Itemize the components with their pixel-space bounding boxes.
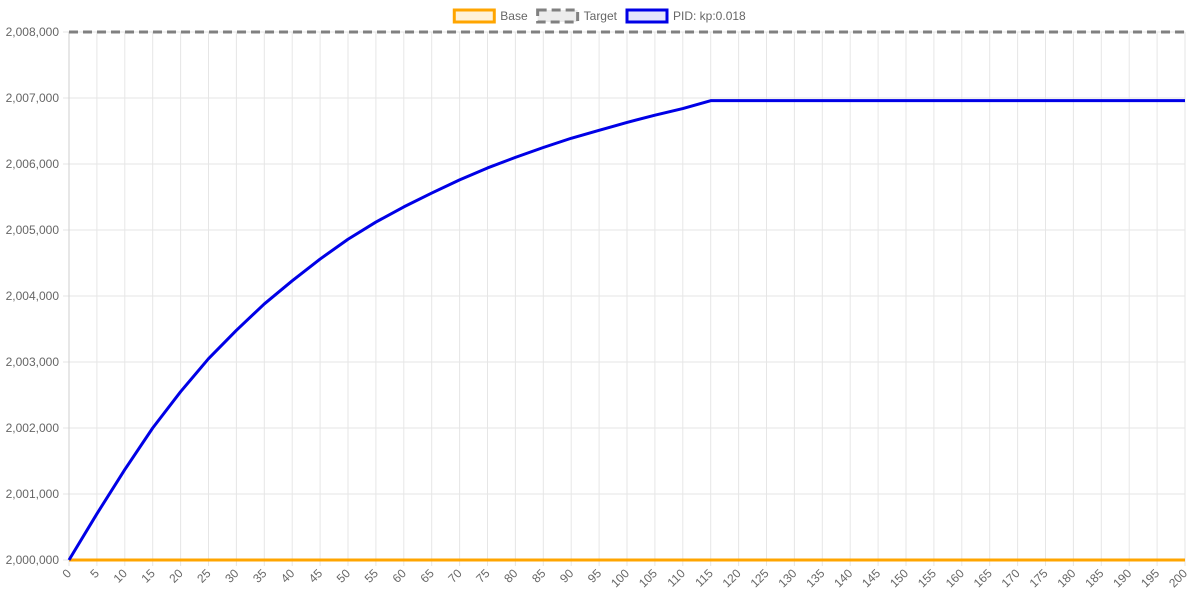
x-tick-label: 130 [775, 566, 799, 590]
x-tick-label: 45 [306, 566, 326, 586]
y-tick-label: 2,006,000 [6, 157, 60, 171]
y-axis-ticks: 2,000,000 2,001,000 2,002,000 2,003,000 2,00… [6, 25, 60, 567]
x-tick-label: 115 [692, 566, 716, 590]
legend-label: PID: kp:0.018 [673, 9, 746, 23]
x-tick-label: 30 [222, 566, 242, 586]
x-tick-label: 65 [417, 566, 437, 586]
legend-item[interactable]: Target [536, 8, 618, 24]
x-tick-label: 135 [803, 566, 827, 590]
x-tick-label: 105 [636, 566, 660, 590]
x-tick-label: 20 [166, 566, 186, 586]
x-tick-label: 50 [334, 566, 354, 586]
x-axis-ticks: 0 5 10 15 20 25 30 35 40 45 50 55 60 65 70 75 80 85 90 95 10… [59, 566, 1190, 590]
legend-swatch [452, 8, 496, 24]
x-tick-label: 70 [445, 566, 465, 586]
x-tick-label: 25 [194, 566, 214, 586]
x-tick-label: 60 [390, 566, 410, 586]
legend-item[interactable]: Base [452, 8, 528, 24]
x-tick-label: 0 [59, 566, 74, 581]
legend-item[interactable]: PID: kp:0.018 [625, 8, 746, 24]
x-tick-label: 145 [859, 566, 883, 590]
x-tick-label: 125 [748, 566, 772, 590]
y-tick-label: 2,004,000 [6, 289, 60, 303]
x-tick-label: 120 [720, 566, 744, 590]
x-tick-label: 155 [915, 566, 939, 590]
legend-swatch [536, 8, 580, 24]
x-tick-label: 200 [1166, 566, 1190, 590]
x-tick-label: 95 [585, 566, 605, 586]
y-tick-label: 2,002,000 [6, 421, 60, 435]
x-tick-label: 10 [111, 566, 131, 586]
x-tick-label: 100 [608, 566, 632, 590]
series-lines [67, 30, 1185, 562]
x-tick-label: 80 [501, 566, 521, 586]
x-tick-label: 35 [250, 566, 270, 586]
x-tick-label: 15 [138, 566, 158, 586]
x-tick-label: 75 [473, 566, 493, 586]
x-tick-label: 90 [557, 566, 577, 586]
legend-label: Base [500, 9, 528, 23]
x-tick-label: 190 [1110, 566, 1134, 590]
legend: Base Target PID: kp:0.018 [452, 8, 746, 24]
y-tick-label: 2,007,000 [6, 91, 60, 105]
x-tick-label: 180 [1054, 566, 1078, 590]
x-tick-label: 185 [1082, 566, 1106, 590]
x-tick-label: 170 [999, 566, 1023, 590]
x-tick-label: 165 [971, 566, 995, 590]
x-tick-label: 110 [664, 566, 688, 590]
x-tick-label: 5 [87, 566, 102, 581]
x-tick-label: 85 [529, 566, 549, 586]
y-tick-label: 2,008,000 [6, 25, 60, 39]
x-tick-label: 195 [1138, 566, 1162, 590]
x-tick-label: 40 [278, 566, 298, 586]
x-tick-label: 175 [1027, 566, 1051, 590]
x-tick-label: 160 [943, 566, 967, 590]
grid [63, 31, 1186, 566]
y-tick-label: 2,000,000 [6, 553, 60, 567]
y-tick-label: 2,003,000 [6, 355, 60, 369]
y-tick-label: 2,005,000 [6, 223, 60, 237]
y-tick-label: 2,001,000 [6, 487, 60, 501]
legend-label: Target [584, 9, 618, 23]
x-tick-label: 55 [362, 566, 382, 586]
x-tick-label: 140 [831, 566, 855, 590]
legend-swatch [625, 8, 669, 24]
series-line-2 [67, 99, 1185, 561]
x-tick-label: 150 [887, 566, 911, 590]
